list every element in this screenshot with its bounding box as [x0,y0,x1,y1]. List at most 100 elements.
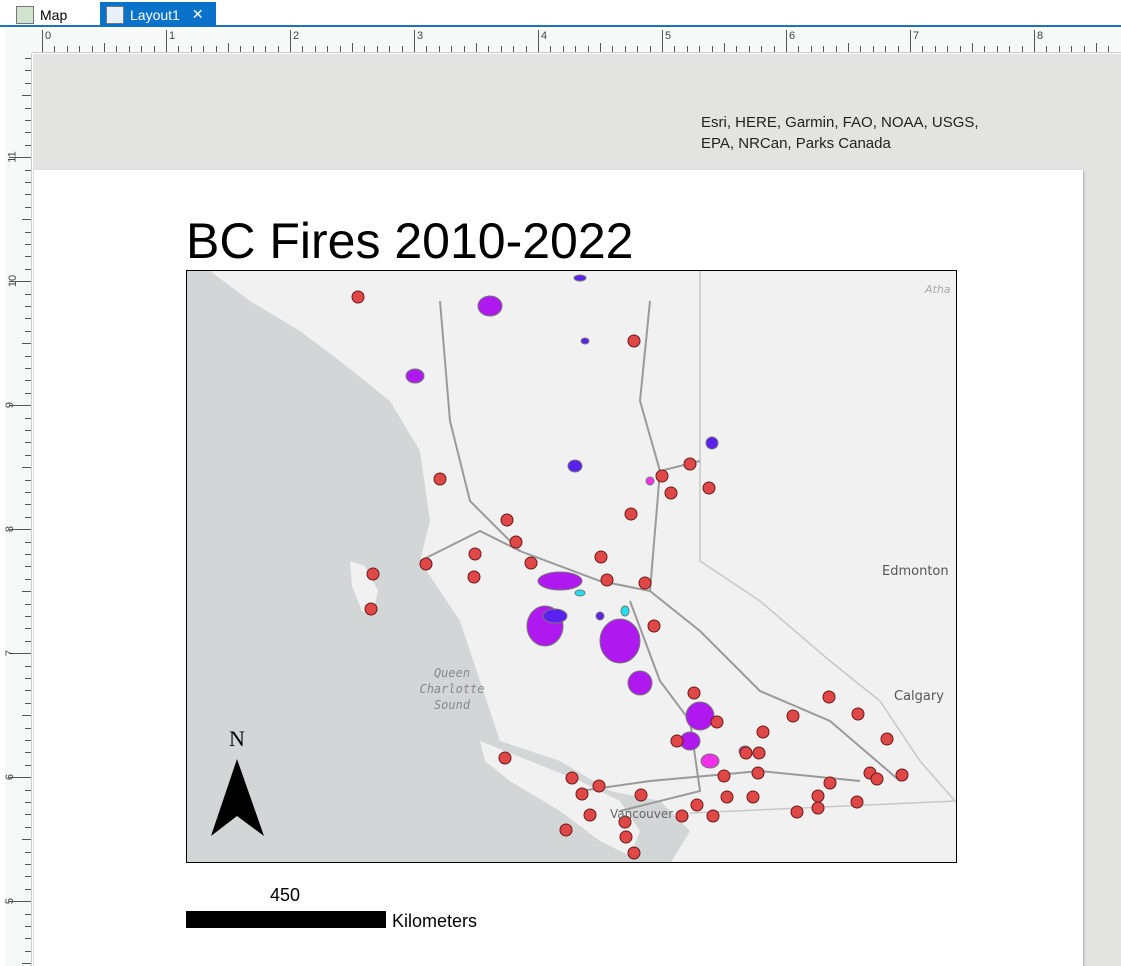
fire-polygon [573,274,587,282]
horizontal-ruler[interactable]: 0 1 2 3 4 5 6 7 8 [32,29,1121,53]
label-line: Sound [434,698,471,712]
fire-point [850,795,864,809]
fire-polygon [599,618,641,664]
fire-point [366,567,380,581]
label-line: Charlotte [419,682,484,696]
fire-point [655,469,669,483]
fire-point [600,573,614,587]
fire-point [811,789,825,803]
fire-point [710,715,724,729]
fire-polygon [627,670,653,696]
scalebar-value: 450 [270,885,301,905]
fire-point [880,732,894,746]
label-athabasca: Atha [924,283,951,296]
fire-polygon [542,608,568,624]
ruler-label: 10 [7,274,20,288]
fire-point [739,746,753,760]
fire-point [468,547,482,561]
layout-icon [106,5,124,24]
fire-points [351,290,909,860]
fire-point [752,746,766,760]
scalebar[interactable] [186,911,386,928]
fire-point [559,823,573,837]
fire-point [594,550,608,564]
north-arrow[interactable]: N [211,726,264,836]
fire-polygon [685,701,715,731]
vertical-ruler[interactable]: 11 10 9 8 7 6 5 [4,53,32,966]
fire-polygon [700,753,720,769]
fire-polygon [645,476,655,486]
fire-point [706,809,720,823]
ruler-label: 2 [293,30,300,42]
fire-point [717,769,731,783]
fire-point [690,798,704,812]
tab-layout1[interactable]: Layout1 ✕ [100,2,216,27]
fire-point [720,790,734,804]
fire-point [351,290,365,304]
map-svg: Edmonton Calgary Vancouver Atha Queen Ch… [187,271,956,862]
fire-point [895,768,909,782]
fire-point [664,486,678,500]
ruler-label: 11 [6,151,19,163]
ruler-label: 4 [541,30,548,42]
fire-point [524,556,538,570]
roads [419,300,901,812]
fire-point [683,457,697,471]
ruler-label: 7 [4,649,17,657]
north-arrow-icon [211,759,264,836]
fire-point [433,472,447,486]
ruler-label: 7 [913,30,920,42]
ruler-label: 8 [4,525,17,533]
fire-point [746,790,760,804]
fire-point [786,709,800,723]
fire-polygon [574,589,586,597]
ruler-label: 9 [4,401,17,409]
layout-title[interactable]: BC Fires 2010-2022 [186,213,634,269]
fire-polygon [580,337,590,345]
fire-polygon [567,459,583,473]
fire-point [624,507,638,521]
fire-polygon [537,571,583,591]
fire-point [870,772,884,786]
fire-point [634,788,648,802]
fire-point [500,513,514,527]
map-icon [16,5,34,24]
fire-point [851,707,865,721]
map-frame[interactable]: Edmonton Calgary Vancouver Atha Queen Ch… [186,270,957,863]
close-icon[interactable]: ✕ [191,6,204,22]
ruler-label: 8 [1037,30,1044,42]
north-label: N [229,726,245,751]
ruler-label: 6 [4,773,17,781]
fire-polygon [595,611,605,621]
fire-polygon [705,436,719,450]
fire-polygon [477,295,503,317]
label-calgary: Calgary [894,689,944,704]
tab-map[interactable]: Map [10,2,73,27]
fire-polygon [405,368,425,384]
credits-line: EPA, NRCan, Parks Canada [701,135,891,152]
label-edmonton: Edmonton [882,564,949,579]
fire-point [687,686,701,700]
fire-point [467,570,481,584]
ruler-corner [5,29,32,53]
fire-point [592,779,606,793]
fire-point [575,787,589,801]
fire-point [638,576,652,590]
label-vancouver: Vancouver [610,807,673,821]
haida-gwaii [350,561,378,616]
fire-point [823,776,837,790]
ruler-label: 3 [417,30,424,42]
fire-point [498,751,512,765]
fire-point [627,334,641,348]
label-line: Queen [434,666,470,680]
label-sound: Queen Charlotte Sound [419,666,484,712]
fire-point [670,734,684,748]
fire-point [647,619,661,633]
ruler-label: 0 [45,30,52,42]
vancouver-island [480,741,640,856]
fire-point [751,766,765,780]
ruler-label: 1 [169,30,176,42]
fire-point [419,557,433,571]
credits-line: Esri, HERE, Garmin, FAO, NOAA, USGS, [701,114,979,131]
fire-point [811,801,825,815]
